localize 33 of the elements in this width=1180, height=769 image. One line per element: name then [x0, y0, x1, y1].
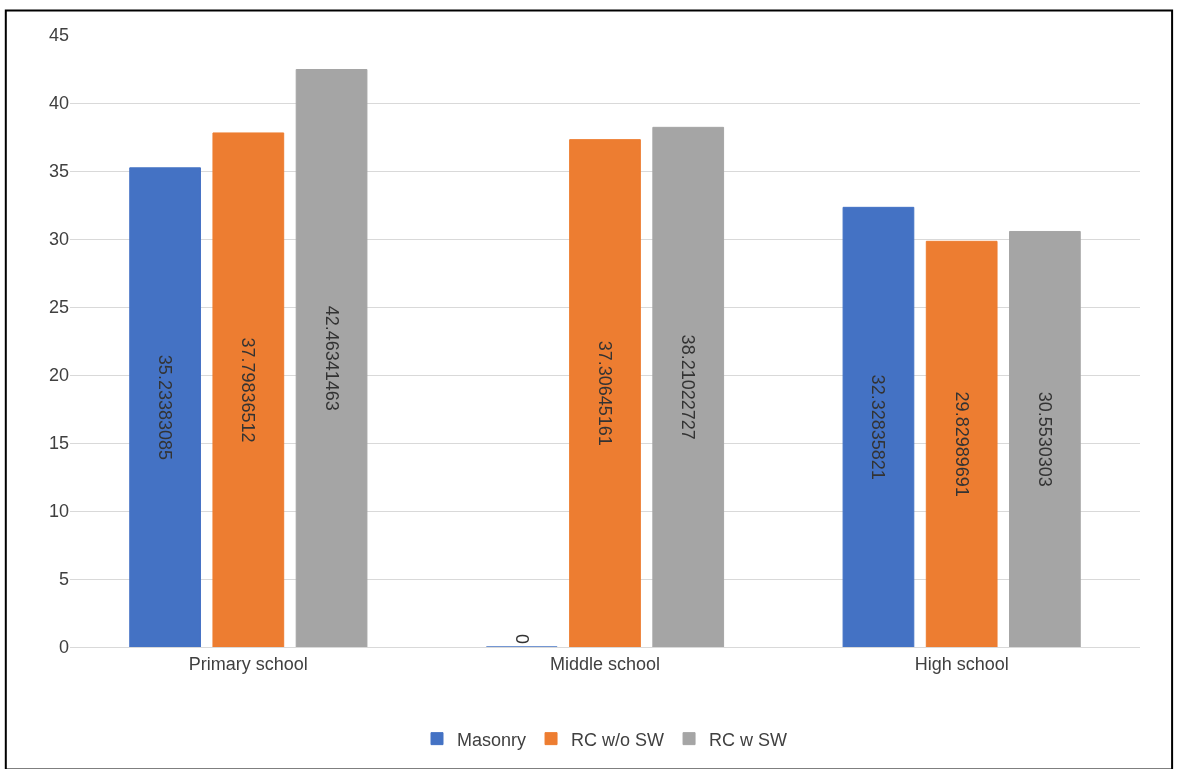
legend-label: Masonry: [457, 729, 527, 750]
y-tick-label: 25: [48, 297, 69, 318]
data-label: 37.30645161: [595, 340, 615, 446]
bar: [652, 126, 725, 647]
data-label: 42.46341463: [321, 305, 342, 411]
bar: [569, 139, 641, 647]
y-tick-label: 45: [48, 25, 69, 46]
bar: [295, 69, 368, 647]
bar: [1009, 230, 1081, 647]
y-tick-label: 5: [58, 569, 69, 590]
data-label: 30.5530303: [1034, 391, 1055, 487]
bar: [212, 132, 285, 647]
x-tick-label: High school: [914, 653, 1009, 674]
data-label: 35.23383085: [155, 354, 176, 460]
y-tick-label: 30: [48, 229, 69, 250]
y-tick-label: 0: [58, 637, 69, 658]
y-tick-label: 20: [48, 365, 69, 386]
bar: [842, 206, 915, 647]
bar: [925, 240, 998, 647]
data-label: 37.79836512: [238, 337, 259, 443]
data-label: 0: [511, 633, 532, 644]
y-tick-label: 15: [48, 433, 69, 454]
data-label: 38.21022727: [678, 334, 699, 440]
y-tick-label: 40: [48, 93, 69, 114]
x-tick-label: Primary school: [188, 653, 308, 674]
bar: [129, 167, 201, 647]
legend-label: RC w SW: [709, 729, 788, 750]
legend-label: RC w/o SW: [571, 729, 665, 750]
data-label: 32.32835821: [868, 374, 889, 480]
y-tick-label: 10: [48, 501, 69, 522]
x-tick-label: Middle school: [549, 653, 661, 674]
y-tick-label: 35: [48, 161, 69, 182]
data-label: 29.82989691: [951, 391, 972, 497]
